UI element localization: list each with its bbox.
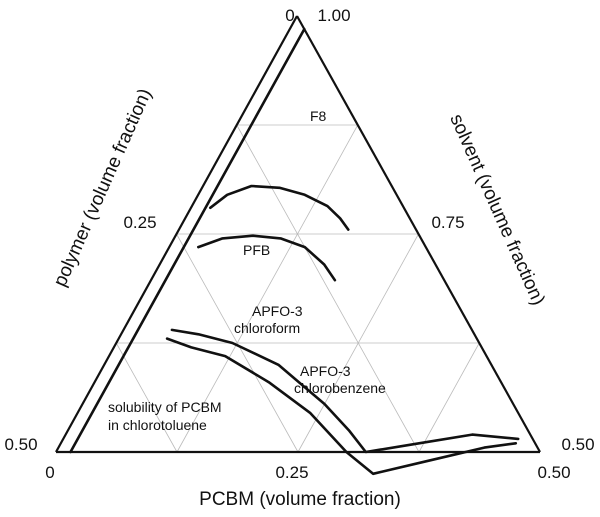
curve-2	[170, 328, 520, 454]
grid-line-polymer	[236, 124, 420, 453]
grid-line-pcbm	[418, 342, 480, 453]
right-tick-2: 0.50	[561, 435, 594, 454]
annotation-apfo3-chlorobenzene-1: APFO-3	[300, 363, 351, 379]
left-axis-title: polymer (volume fraction)	[50, 86, 156, 290]
curve-4	[69, 27, 306, 454]
left-axis-line	[55, 15, 298, 453]
annotation-solubility-1: solubility of PCBM	[108, 399, 222, 415]
bottom-tick-1: 0.25	[275, 463, 308, 482]
curves	[69, 27, 520, 476]
annotation-f8: F8	[310, 108, 327, 124]
bottom-tick-0: 0	[45, 463, 54, 482]
left-tick-2: 0.50	[4, 435, 37, 454]
right-tick-1: 0.75	[431, 213, 464, 232]
curve-0	[209, 184, 350, 231]
right-axis-line	[296, 15, 541, 453]
grid-line-pcbm	[176, 124, 359, 453]
bottom-axis-title: PCBM (volume fraction)	[199, 489, 401, 510]
curve-3	[165, 337, 518, 476]
annotation-apfo3-chloroform-1: APFO-3	[252, 303, 303, 319]
annotation-apfo3-chloroform-2: chloroform	[234, 320, 300, 336]
left-tick-1: 0.25	[123, 213, 156, 232]
grid-line-polymer	[115, 342, 178, 453]
grid-lines	[115, 124, 480, 453]
triangle-frame	[55, 15, 541, 454]
right-tick-0: 1.00	[317, 6, 350, 25]
bottom-tick-2: 0.50	[537, 463, 570, 482]
annotation-apfo3-chlorobenzene-2: chlorobenzene	[294, 380, 386, 396]
right-axis-title: solvent (volume fraction)	[445, 111, 548, 309]
annotation-solubility-2: in chlorotoluene	[108, 417, 207, 433]
curve-1	[197, 234, 337, 282]
annotation-pfb: PFB	[243, 242, 270, 258]
left-tick-0: 0	[285, 6, 294, 25]
